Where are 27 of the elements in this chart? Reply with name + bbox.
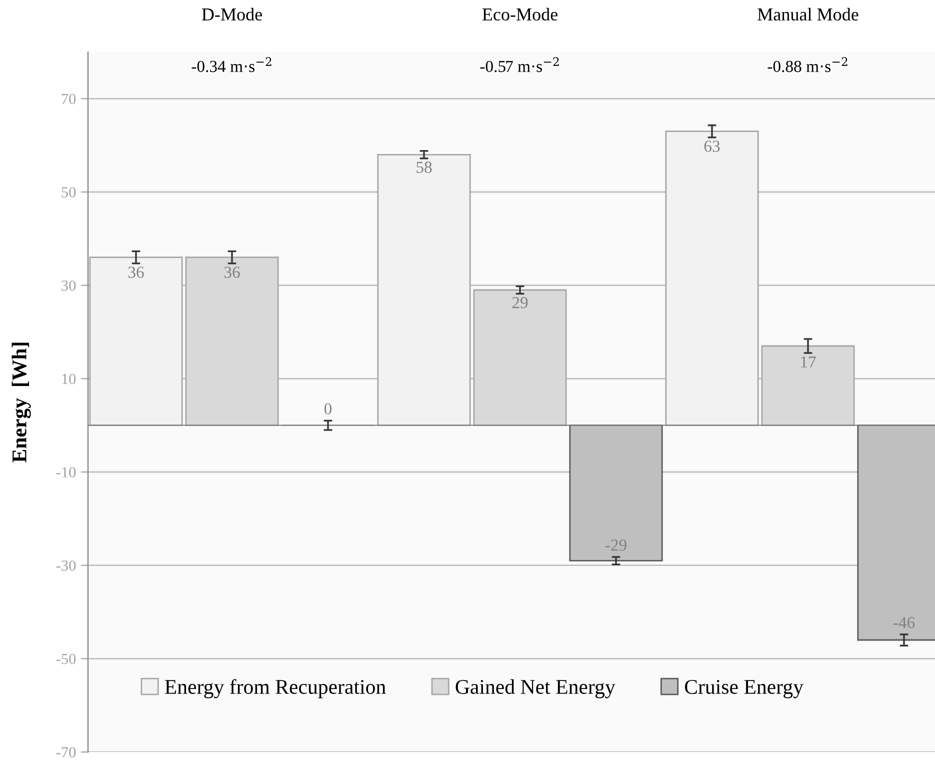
annotation: -0.88 m·s$^{−2}$ bbox=[768, 57, 848, 72]
y-tick-label: -70 bbox=[56, 747, 76, 758]
data-label: -29 bbox=[606, 540, 626, 551]
data-label: 0 bbox=[324, 403, 332, 414]
data-label: 29 bbox=[512, 297, 528, 308]
legend-label: Gained Net Energy bbox=[456, 679, 616, 698]
y-axis-title: Energy [Wh] bbox=[12, 342, 31, 462]
y-tick-label: 70 bbox=[62, 94, 76, 104]
y-tick-label: -30 bbox=[56, 560, 76, 571]
data-label: 58 bbox=[416, 162, 432, 173]
data-label: 17 bbox=[801, 356, 816, 368]
x-tick-label: D-Mode bbox=[202, 8, 262, 21]
annotation: -0.57 m·s$^{−2}$ bbox=[480, 57, 559, 72]
y-tick-label: -50 bbox=[56, 654, 76, 664]
x-tick-label: Manual Mode bbox=[758, 8, 858, 21]
y-tick-label: 10 bbox=[62, 374, 76, 384]
legend-label: Cruise Energy bbox=[684, 680, 804, 698]
y-tick-label: 30 bbox=[62, 280, 76, 291]
data-label: 63 bbox=[704, 140, 720, 152]
y-tick-label: -10 bbox=[56, 467, 76, 478]
x-tick-label: Eco-Mode bbox=[482, 8, 558, 21]
data-label: 36 bbox=[128, 266, 144, 278]
y-tick-label: 50 bbox=[62, 187, 76, 198]
annotation: -0.34 m·s$^{−2}$ bbox=[192, 57, 272, 72]
data-label: 36 bbox=[224, 266, 240, 278]
legend-label: Energy from Recuperation bbox=[164, 679, 386, 698]
data-label: -46 bbox=[894, 617, 915, 628]
